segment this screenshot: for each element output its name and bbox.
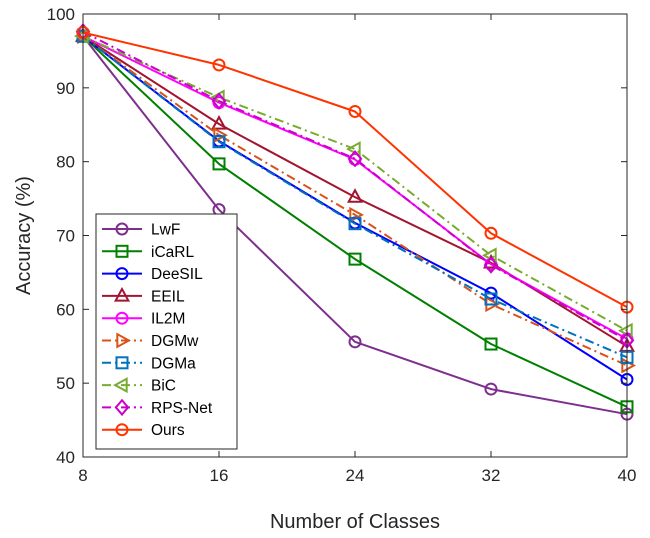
legend-label-bic: BiC: [151, 378, 176, 395]
legend-marker-icarl: [115, 244, 129, 258]
data-point-eeil: [210, 115, 228, 130]
data-point-rps-net: [211, 92, 227, 110]
legend-label-lwf: LwF: [151, 222, 180, 239]
legend-label-ours: Ours: [151, 422, 185, 439]
series-line-icarl: [82, 35, 628, 408]
legend-label-rps-net: RPS-Net: [151, 400, 213, 417]
y-tick-label: 50: [56, 374, 75, 393]
x-axis-title: Number of Classes: [270, 511, 440, 533]
series-line-il2m: [82, 35, 628, 340]
legend-item-deesil: DeeSIL: [102, 266, 203, 283]
data-point-icarl: [348, 252, 362, 266]
y-tick-label: 70: [56, 227, 75, 246]
data-point-eeil: [346, 188, 364, 203]
legend-item-lwf: LwF: [102, 222, 180, 239]
legend-marker-ours: [115, 423, 129, 437]
data-point-dgma: [484, 292, 498, 306]
data-point-ours: [212, 58, 226, 72]
data-point-rps-net: [347, 150, 363, 168]
data-point-icarl: [212, 157, 226, 171]
legend-marker-dgma: [115, 356, 129, 370]
y-tick-label: 80: [56, 153, 75, 172]
axes-layer: 8 16 24 32 40 40 50 60 70 80 90 100: [47, 5, 637, 485]
legend-label-dgma: DGMa: [151, 355, 196, 372]
legend-marker-eeil: [113, 286, 131, 302]
series-line-dgmw: [82, 35, 628, 367]
data-point-ours: [484, 226, 498, 240]
legend-label-deesil: DeeSIL: [151, 266, 203, 283]
legend-marker-il2m: [115, 311, 129, 325]
legend-item-bic: BiC: [102, 377, 176, 395]
data-point-lwf: [484, 382, 498, 396]
legend-label-il2m: IL2M: [151, 311, 185, 328]
data-point-icarl: [484, 337, 498, 351]
legend-marker-rps-net: [114, 398, 130, 417]
data-point-lwf: [348, 335, 362, 349]
series-line-dgma: [82, 35, 628, 359]
series-line-rps-net: [82, 30, 628, 342]
y-axis-title: Accuracy (%): [13, 176, 35, 295]
x-tick-label: 8: [78, 466, 87, 485]
data-point-dgma: [212, 135, 226, 149]
legend-label-eeil: EEIL: [151, 288, 185, 305]
legend: LwF iCaRL DeeSIL EEIL IL2M DGMw DGMa BiC RPS-Net…: [95, 213, 238, 450]
y-tick-label: 40: [56, 448, 75, 467]
legend-item-dgmw: DGMw: [102, 332, 199, 350]
series-line-lwf: [82, 35, 628, 416]
x-tick-label: 16: [210, 466, 229, 485]
x-tick-label: 40: [618, 466, 637, 485]
data-point-dgmw: [213, 127, 228, 144]
series-line-ours: [82, 31, 628, 308]
y-tick-label: 100: [47, 5, 75, 24]
legend-marker-deesil: [115, 267, 129, 281]
data-point-ours: [348, 104, 362, 118]
legend-item-icarl: iCaRL: [102, 244, 194, 261]
y-tick-label: 60: [56, 300, 75, 319]
series-line-eeil: [82, 35, 628, 348]
legend-item-ours: Ours: [102, 422, 185, 439]
x-tick-label: 32: [482, 466, 501, 485]
legend-item-eeil: EEIL: [102, 286, 185, 305]
legend-item-il2m: IL2M: [102, 311, 185, 328]
legend-box: [95, 213, 238, 450]
y-tick-label: 90: [56, 79, 75, 98]
legend-marker-dgmw: [116, 332, 131, 349]
legend-marker-lwf: [115, 222, 129, 236]
legend-label-dgmw: DGMw: [151, 333, 199, 350]
legend-marker-bic: [113, 377, 128, 394]
legend-label-icarl: iCaRL: [151, 244, 194, 261]
legend-item-dgma: DGMa: [102, 355, 196, 372]
legend-item-rps-net: RPS-Net: [102, 398, 213, 417]
data-point-rps-net: [483, 256, 499, 274]
data-point-dgma: [348, 217, 362, 231]
x-tick-label: 24: [346, 466, 365, 485]
